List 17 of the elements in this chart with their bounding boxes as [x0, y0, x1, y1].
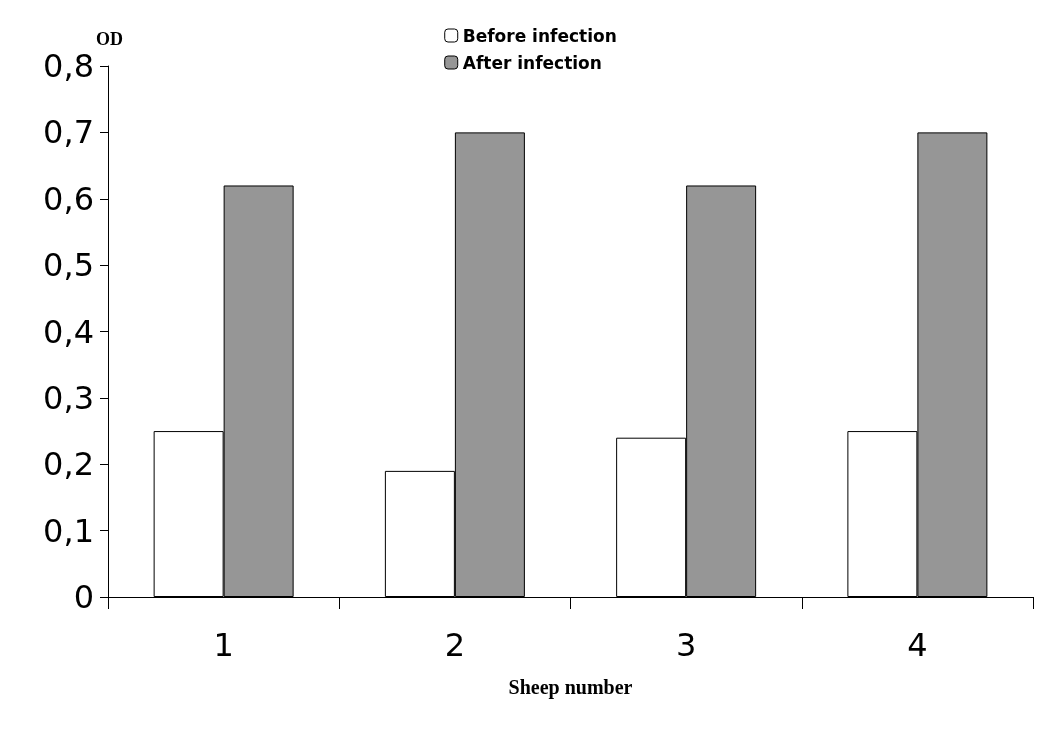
- x-tick-label: 2: [444, 626, 466, 664]
- legend-label: Before infection: [462, 25, 617, 46]
- y-tick-label: 0,4: [43, 312, 94, 351]
- y-tick-label: 0,6: [43, 179, 94, 218]
- y-tick-label: 0,1: [43, 511, 94, 550]
- x-tick-label: 1: [213, 626, 234, 664]
- legend-label: After infection: [462, 52, 602, 73]
- y-axis-title: OD: [96, 29, 123, 49]
- y-tick-label: 0,5: [43, 246, 94, 285]
- x-tick-label: 4: [907, 626, 928, 664]
- y-tick-label: 0,8: [43, 47, 94, 85]
- x-axis-title: Sheep number: [508, 676, 633, 699]
- y-tick-label: 0: [73, 578, 94, 616]
- y-tick-label: 0,2: [43, 445, 94, 484]
- x-tick-label: 3: [675, 626, 697, 664]
- y-tick-label: 0,3: [43, 378, 94, 417]
- y-tick-label: 0,7: [43, 113, 94, 152]
